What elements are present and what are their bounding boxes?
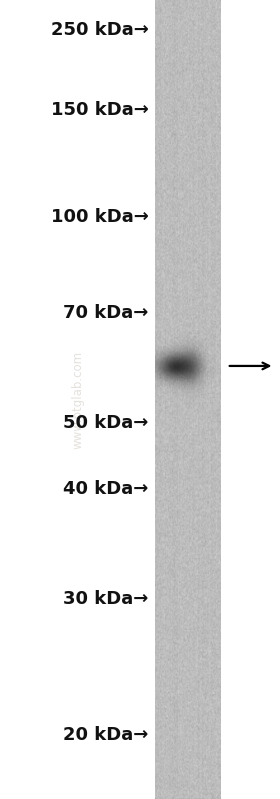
- Text: 70 kDa→: 70 kDa→: [63, 304, 148, 322]
- Text: 250 kDa→: 250 kDa→: [50, 22, 148, 39]
- Text: 150 kDa→: 150 kDa→: [50, 101, 148, 119]
- Text: 20 kDa→: 20 kDa→: [63, 726, 148, 744]
- Text: www.ptglab.com: www.ptglab.com: [72, 351, 85, 448]
- Text: 40 kDa→: 40 kDa→: [63, 480, 148, 498]
- Text: 50 kDa→: 50 kDa→: [63, 415, 148, 432]
- Text: 100 kDa→: 100 kDa→: [50, 209, 148, 226]
- Text: 30 kDa→: 30 kDa→: [63, 590, 148, 608]
